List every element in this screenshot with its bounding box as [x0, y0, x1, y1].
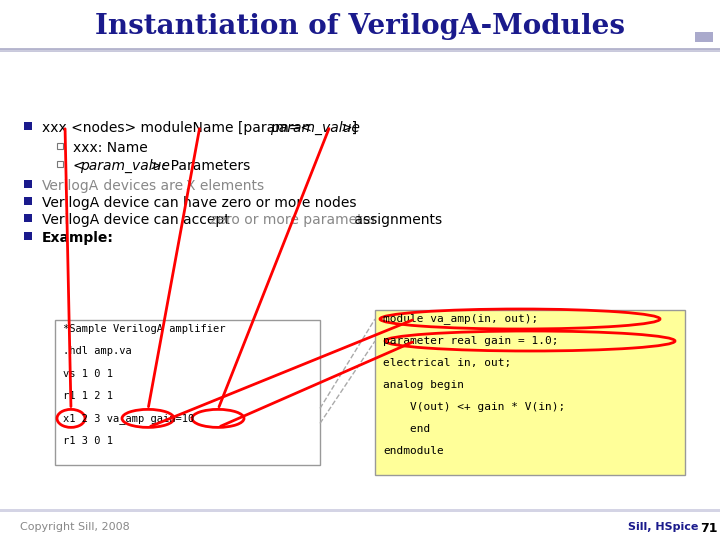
Text: >: Parameters: >: Parameters [150, 159, 251, 173]
Bar [24, 122, 32, 130]
Text: param_value: param_value [80, 159, 170, 173]
Text: xxx: Name: xxx: Name [73, 141, 148, 155]
FancyBboxPatch shape [55, 320, 320, 465]
Bar [24, 180, 32, 188]
Text: analog begin: analog begin [383, 380, 464, 390]
Bar [695, 32, 713, 42]
Text: param_value: param_value [270, 121, 360, 135]
Bar [57, 161, 63, 167]
Text: Sill, HSpice: Sill, HSpice [628, 522, 698, 532]
Bar [0, 50, 720, 51]
Text: X elements: X elements [186, 179, 264, 193]
Bar [0, 51, 720, 52]
Text: Example:: Example: [42, 231, 114, 245]
Text: r1 3 0 1: r1 3 0 1 [63, 436, 113, 446]
Text: x1 2 3 va_amp gain=10: x1 2 3 va_amp gain=10 [63, 413, 194, 424]
Text: >]: >] [340, 121, 357, 135]
Text: 71: 71 [700, 522, 718, 535]
Text: Instantiation of VerilogA-Modules: Instantiation of VerilogA-Modules [95, 13, 625, 40]
Text: xxx <nodes> moduleName [param=<: xxx <nodes> moduleName [param=< [42, 121, 312, 135]
Text: <: < [73, 159, 85, 173]
Text: *Sample VerilogA amplifier: *Sample VerilogA amplifier [63, 324, 225, 334]
Text: vs 1 0 1: vs 1 0 1 [63, 369, 113, 379]
Text: electrical in, out;: electrical in, out; [383, 358, 511, 368]
Text: zero or more parameter: zero or more parameter [210, 213, 377, 227]
Bar [0, 48, 720, 52]
Text: VerilogA device can have zero or more nodes: VerilogA device can have zero or more no… [42, 196, 356, 210]
Text: assignments: assignments [350, 213, 442, 227]
Bar [0, 48, 720, 50]
FancyBboxPatch shape [375, 310, 685, 475]
Text: end: end [383, 424, 431, 434]
Text: endmodule: endmodule [383, 446, 444, 456]
Text: VerilogA: VerilogA [42, 179, 99, 193]
Bar [0, 509, 720, 512]
Bar [24, 232, 32, 240]
Bar [24, 214, 32, 222]
Bar [24, 197, 32, 205]
Text: module va_amp(in, out);: module va_amp(in, out); [383, 314, 539, 325]
Bar [0, 49, 720, 50]
Text: Copyright Sill, 2008: Copyright Sill, 2008 [20, 522, 130, 532]
Text: devices are: devices are [99, 179, 187, 193]
Text: parameter real gain = 1.0;: parameter real gain = 1.0; [383, 336, 559, 346]
Text: .hdl amp.va: .hdl amp.va [63, 347, 132, 356]
Text: r1 1 2 1: r1 1 2 1 [63, 391, 113, 401]
Bar [57, 143, 63, 149]
Text: VerilogA device can accept: VerilogA device can accept [42, 213, 234, 227]
Text: V(out) <+ gain * V(in);: V(out) <+ gain * V(in); [383, 402, 565, 412]
